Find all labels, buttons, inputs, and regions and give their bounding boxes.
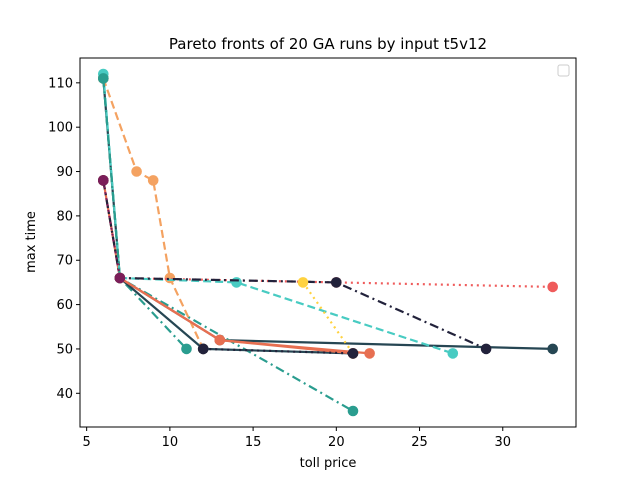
legend-box <box>557 64 570 77</box>
series-line <box>203 347 354 355</box>
x-axis-label: toll price <box>300 456 357 471</box>
data-point <box>547 281 558 293</box>
data-point <box>98 73 109 84</box>
data-point <box>147 175 159 186</box>
series-8 <box>297 277 359 359</box>
x-tick-label: 5 <box>83 435 91 450</box>
x-tick-label: 25 <box>411 435 428 450</box>
series-line <box>102 78 205 350</box>
data-point <box>347 348 359 359</box>
y-tick-label: 90 <box>56 165 73 180</box>
series-12 <box>197 343 359 359</box>
x-tick-label: 30 <box>494 435 511 450</box>
data-point <box>114 272 126 284</box>
data-point <box>331 277 342 288</box>
data-point <box>364 348 375 359</box>
series-6 <box>98 68 459 359</box>
data-point <box>98 175 109 186</box>
data-point <box>214 334 226 346</box>
series-line <box>102 180 553 288</box>
data-point <box>447 348 459 359</box>
data-point <box>480 343 492 355</box>
x-tick-label: 10 <box>162 435 179 450</box>
data-point <box>297 277 309 288</box>
series-line <box>102 78 354 412</box>
y-axis-label: max time <box>24 211 39 273</box>
axes-layer: 5 10 15 20 25 30 40 50 60 70 80 90 100 110 <box>48 76 511 450</box>
y-tick-label: 60 <box>56 298 73 313</box>
data-point <box>231 277 242 288</box>
series-3 <box>98 175 375 359</box>
series-layer <box>98 68 558 417</box>
data-point <box>181 343 192 355</box>
series-line <box>102 180 487 350</box>
series-13 <box>98 175 126 284</box>
data-point <box>547 343 558 355</box>
data-point <box>197 343 209 355</box>
x-tick-label: 15 <box>245 435 262 450</box>
y-tick-label: 110 <box>48 76 73 91</box>
series-line <box>102 180 121 279</box>
series-line <box>102 78 188 350</box>
y-tick-label: 100 <box>48 121 73 136</box>
series-1 <box>98 73 558 355</box>
chart-title: Pareto fronts of 20 GA runs by input t5v… <box>169 35 487 53</box>
series-2 <box>98 73 359 417</box>
data-point <box>347 405 359 417</box>
y-tick-label: 50 <box>56 342 73 357</box>
plot-frame <box>79 57 577 428</box>
y-tick-label: 40 <box>56 387 73 402</box>
x-tick-label: 20 <box>328 435 345 450</box>
series-line <box>302 281 354 355</box>
data-point <box>131 166 142 177</box>
series-line <box>102 180 370 355</box>
y-tick-label: 80 <box>56 209 73 224</box>
y-tick-label: 70 <box>56 254 73 269</box>
